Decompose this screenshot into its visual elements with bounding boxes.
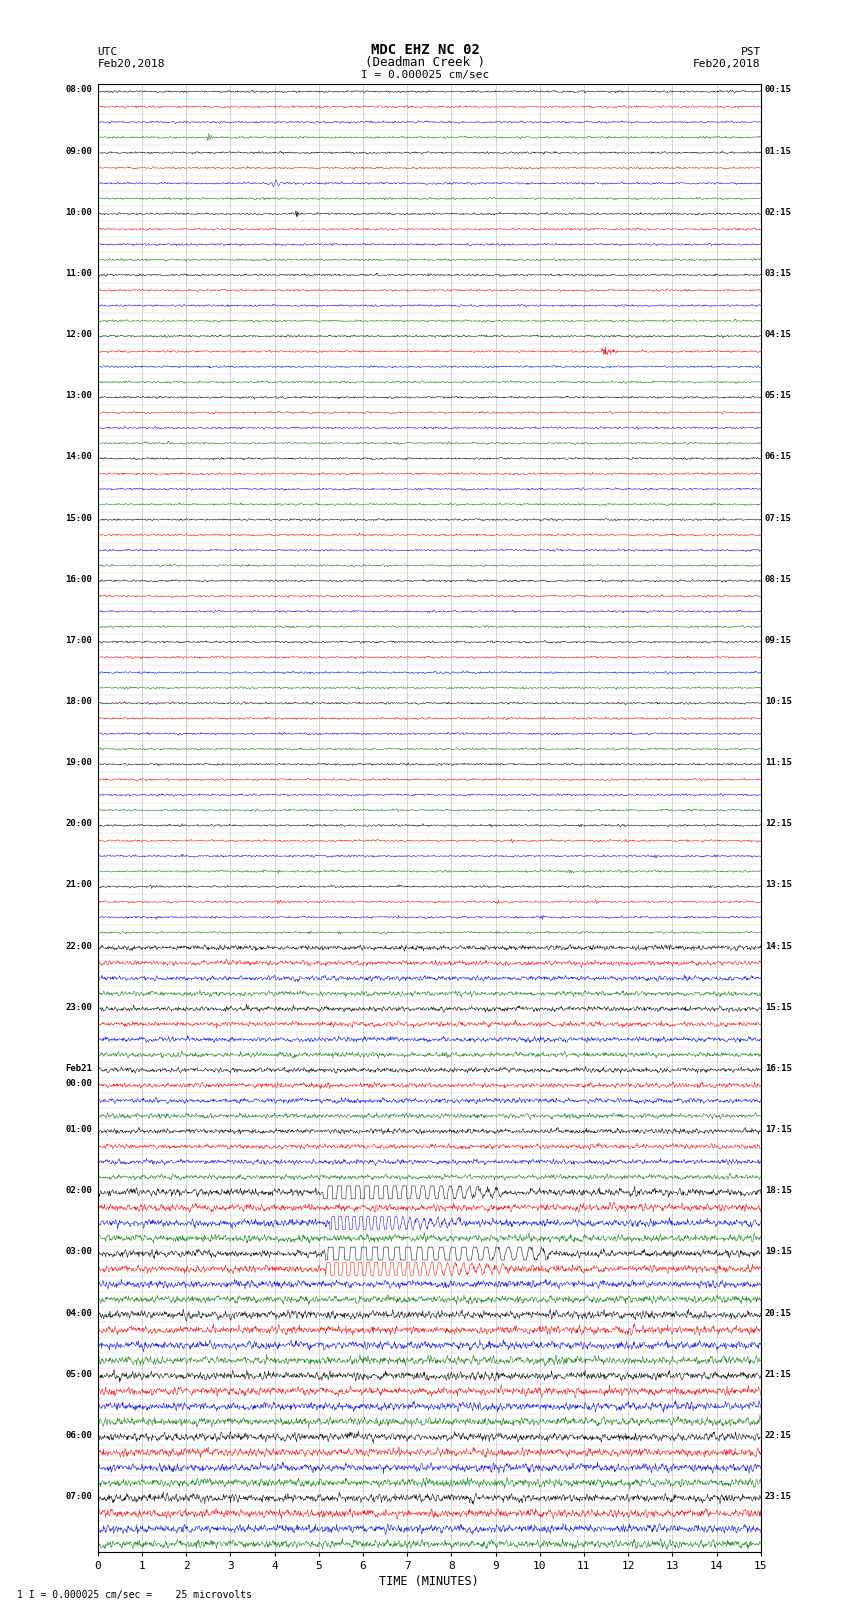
Text: 06:00: 06:00 [65,1431,93,1440]
Text: MDC EHZ NC 02: MDC EHZ NC 02 [371,44,479,58]
Text: 03:15: 03:15 [765,269,791,277]
Text: 00:00: 00:00 [65,1079,93,1089]
Text: 11:00: 11:00 [65,269,93,277]
Text: UTC: UTC [98,47,118,58]
Text: Feb20,2018: Feb20,2018 [694,60,761,69]
Text: 16:00: 16:00 [65,574,93,584]
Text: 04:15: 04:15 [765,331,791,339]
Text: 09:15: 09:15 [765,636,791,645]
Text: 03:00: 03:00 [65,1247,93,1257]
Text: 09:00: 09:00 [65,147,93,155]
Text: 13:15: 13:15 [765,881,791,889]
Text: 23:15: 23:15 [765,1492,791,1502]
Text: 05:15: 05:15 [765,392,791,400]
Text: 11:15: 11:15 [765,758,791,768]
Text: (Deadman Creek ): (Deadman Creek ) [365,56,485,69]
Text: 18:15: 18:15 [765,1186,791,1195]
Text: 10:15: 10:15 [765,697,791,706]
Text: 17:00: 17:00 [65,636,93,645]
Text: 16:15: 16:15 [765,1065,791,1073]
Text: 20:15: 20:15 [765,1308,791,1318]
Text: 01:00: 01:00 [65,1126,93,1134]
Text: 06:15: 06:15 [765,452,791,461]
Text: Feb21: Feb21 [65,1065,93,1073]
Text: 02:00: 02:00 [65,1186,93,1195]
Text: 07:00: 07:00 [65,1492,93,1502]
Text: Feb20,2018: Feb20,2018 [98,60,165,69]
Text: 21:15: 21:15 [765,1369,791,1379]
Text: 21:00: 21:00 [65,881,93,889]
Text: 12:15: 12:15 [765,819,791,829]
Text: 13:00: 13:00 [65,392,93,400]
Text: 10:00: 10:00 [65,208,93,216]
Text: 14:00: 14:00 [65,452,93,461]
Text: I = 0.000025 cm/sec: I = 0.000025 cm/sec [361,69,489,79]
Text: PST: PST [740,47,761,58]
Text: 07:15: 07:15 [765,513,791,523]
Text: 17:15: 17:15 [765,1126,791,1134]
X-axis label: TIME (MINUTES): TIME (MINUTES) [379,1574,479,1587]
Text: 12:00: 12:00 [65,331,93,339]
Text: 15:00: 15:00 [65,513,93,523]
Text: 19:15: 19:15 [765,1247,791,1257]
Text: 22:00: 22:00 [65,942,93,950]
Text: 08:00: 08:00 [65,85,93,95]
Text: 05:00: 05:00 [65,1369,93,1379]
Text: 08:15: 08:15 [765,574,791,584]
Text: 01:15: 01:15 [765,147,791,155]
Text: 23:00: 23:00 [65,1003,93,1011]
Text: 22:15: 22:15 [765,1431,791,1440]
Text: 1 I = 0.000025 cm/sec =    25 microvolts: 1 I = 0.000025 cm/sec = 25 microvolts [17,1590,252,1600]
Text: 00:15: 00:15 [765,85,791,95]
Text: 02:15: 02:15 [765,208,791,216]
Text: 15:15: 15:15 [765,1003,791,1011]
Text: 04:00: 04:00 [65,1308,93,1318]
Text: 19:00: 19:00 [65,758,93,768]
Text: 20:00: 20:00 [65,819,93,829]
Text: 14:15: 14:15 [765,942,791,950]
Text: 18:00: 18:00 [65,697,93,706]
